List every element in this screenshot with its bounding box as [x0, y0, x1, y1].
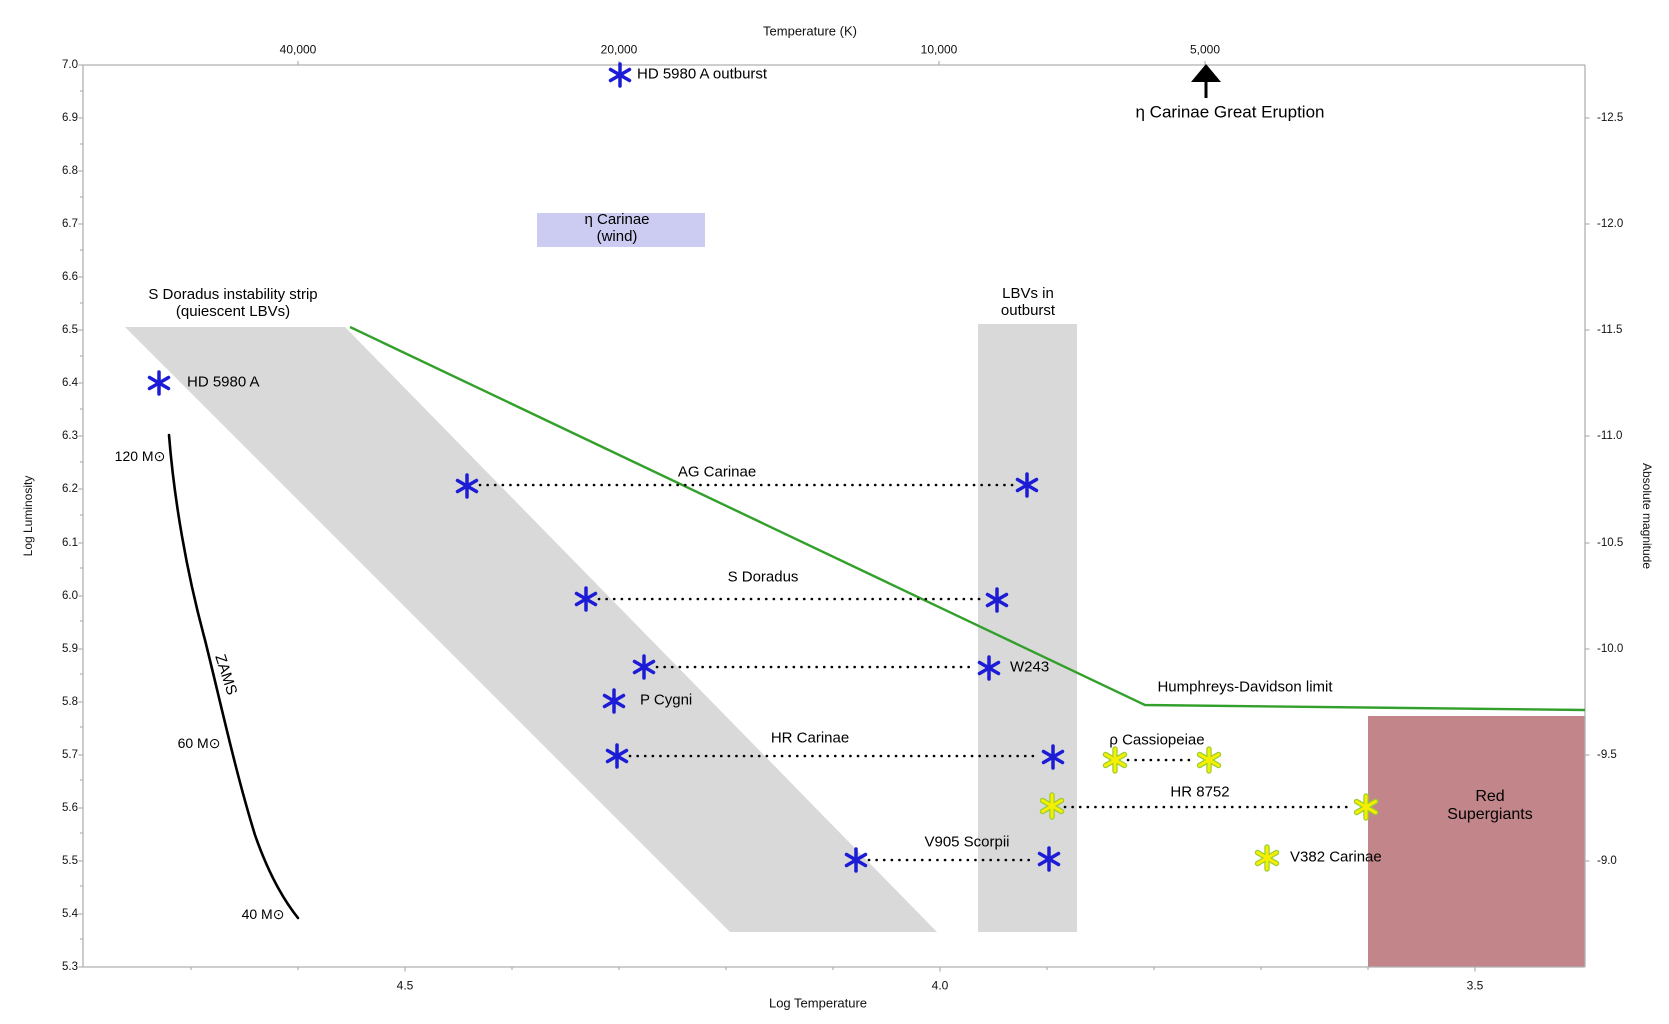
left-axis-title: Log Luminosity — [21, 475, 35, 557]
label-hd5980a-outburst: HD 5980 A outburst — [637, 65, 768, 83]
left-tick-label: 5.7 — [62, 749, 78, 761]
left-tick-label: 6.3 — [62, 430, 78, 442]
star-hr-8752-max — [1353, 793, 1379, 821]
right-tick-label: -10.0 — [1597, 643, 1624, 655]
right-tick-label: -9.5 — [1597, 749, 1617, 761]
star-ag-carinae-quiescent — [455, 473, 479, 499]
star-hr-carinae-outburst — [1041, 744, 1065, 770]
left-tick-label: 6.6 — [62, 271, 78, 283]
left-tick-label: 6.2 — [62, 483, 78, 495]
star-v382-carinae — [1254, 844, 1280, 872]
label-60m: 60 M⊙ — [177, 735, 221, 752]
top-tick-label: 10,000 — [920, 42, 958, 57]
top-tick-label: 40,000 — [279, 42, 317, 57]
label-s-dor-strip: S Doradus instability strip (quiescent LB… — [148, 286, 318, 320]
label-rho-cas: ρ Cassiopeiae — [1109, 731, 1205, 749]
humphreys-davidson-limit-line — [349, 325, 1586, 712]
label-hr8752: HR 8752 — [1170, 783, 1230, 801]
right-tick-label: -12.0 — [1597, 218, 1624, 230]
left-tick-label: 6.5 — [62, 324, 78, 336]
right-tick-label: -9.0 — [1597, 855, 1617, 867]
label-40m: 40 M⊙ — [241, 906, 285, 923]
left-tick-label: 6.8 — [62, 165, 78, 177]
left-tick-label: 5.4 — [62, 908, 78, 920]
top-axis-title: Temperature (K) — [763, 23, 857, 39]
star-hd-5980-a — [147, 370, 171, 396]
star-hr-8752-min — [1039, 792, 1065, 820]
label-red-supergiants: Red Supergiants — [1447, 788, 1533, 823]
label-hr-carinae: HR Carinae — [770, 729, 850, 747]
zams-curve — [167, 433, 300, 920]
left-tick-label: 7.0 — [62, 59, 78, 71]
bottom-tick-label: 4.5 — [396, 978, 414, 993]
left-tick-label: 6.0 — [62, 590, 78, 602]
label-v382: V382 Carinae — [1290, 848, 1382, 866]
left-tick-label: 6.9 — [62, 112, 78, 124]
bottom-tick-label: 3.5 — [1466, 978, 1484, 993]
left-tick-label: 5.3 — [62, 961, 78, 973]
red-supergiants-region — [1368, 716, 1585, 967]
label-hd5980a: HD 5980 A — [187, 373, 260, 391]
star-ag-carinae-outburst — [1015, 472, 1039, 498]
star--cassiopeiae-min — [1102, 746, 1128, 774]
label-p-cygni: P Cygni — [640, 691, 693, 709]
left-tick-label: 6.1 — [62, 537, 78, 549]
right-tick-label: -11.5 — [1597, 324, 1623, 336]
star-hd-5980-a-outburst — [608, 62, 632, 88]
right-tick-label: -10.5 — [1597, 537, 1624, 549]
right-axis-title: Absolute magnitude — [1640, 462, 1654, 570]
label-hd-limit: Humphreys-Davidson limit — [1157, 678, 1333, 696]
label-w243: W243 — [1010, 658, 1050, 676]
lbv-outburst-band-region — [978, 324, 1077, 932]
top-tick-label: 20,000 — [600, 42, 638, 57]
label-120m: 120 M⊙ — [114, 448, 166, 465]
s-doradus-instability-strip-region — [125, 327, 937, 932]
right-tick-label: -12.5 — [1597, 112, 1624, 124]
label-ag-carinae: AG Carinae — [677, 463, 757, 481]
left-tick-label: 6.7 — [62, 218, 78, 230]
label-s-doradus: S Doradus — [727, 568, 799, 586]
label-v905: V905 Scorpii — [924, 833, 1010, 851]
bottom-axis-title: Log Temperature — [768, 995, 868, 1011]
star-s-doradus-quiescent — [574, 586, 598, 612]
label-eta-car-eruption: η Carinae Great Eruption — [1135, 102, 1325, 122]
star-p-cygni — [602, 688, 626, 714]
star-s-doradus-outburst — [985, 587, 1009, 613]
left-tick-label: 5.6 — [62, 802, 78, 814]
left-tick-label: 5.8 — [62, 696, 78, 708]
label-eta-car-wind: η Carinae (wind) — [584, 211, 650, 245]
star--cassiopeiae-max — [1196, 746, 1222, 774]
star-v905-scorpii-outburst — [1037, 846, 1061, 872]
right-tick-label: -11.0 — [1597, 430, 1623, 442]
bottom-tick-label: 4.0 — [931, 978, 949, 993]
label-lbvs-outburst: LBVs in outburst — [1000, 285, 1056, 319]
star-v905-scorpii-quiescent — [844, 847, 868, 873]
eruption-arrow-head — [1191, 64, 1221, 82]
top-tick-label: 5,000 — [1189, 42, 1221, 57]
left-tick-label: 5.9 — [62, 643, 78, 655]
star-w243-outburst — [977, 655, 1001, 681]
eta-carinae-wind-box — [537, 213, 705, 247]
left-tick-label: 5.5 — [62, 855, 78, 867]
star-hr-carinae-quiescent — [605, 743, 629, 769]
left-tick-label: 6.4 — [62, 377, 78, 389]
star-w243-quiescent — [632, 654, 656, 680]
